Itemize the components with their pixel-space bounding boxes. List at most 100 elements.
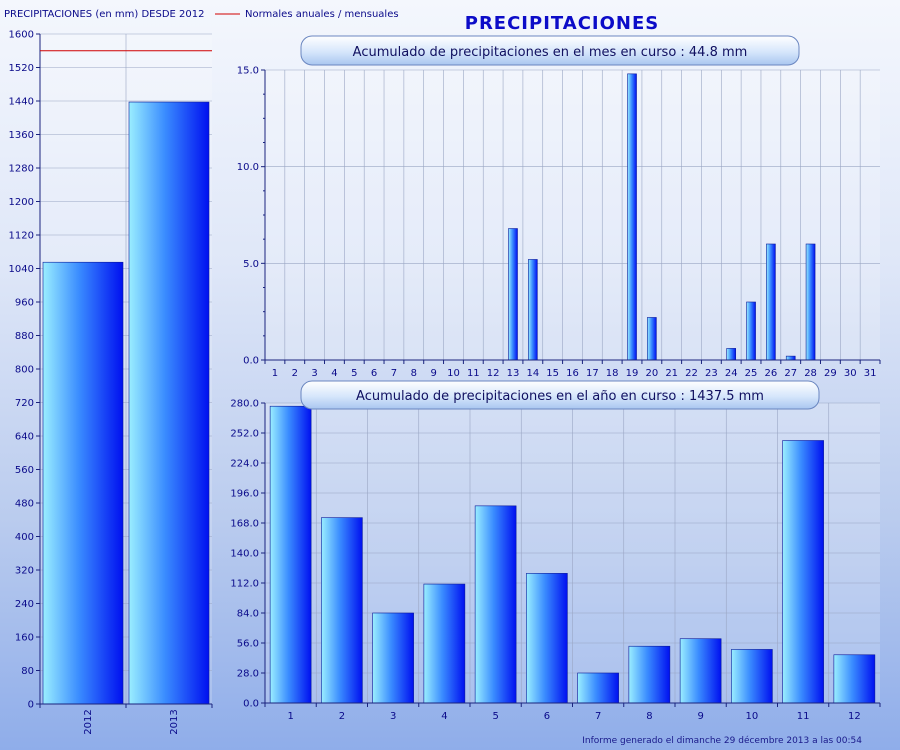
monthly-bar-10: [731, 649, 773, 704]
monthly-ytick-label: 168.0: [230, 519, 259, 530]
yearly-ytick-label: 1120: [9, 231, 34, 242]
monthly-xtick-label: 3: [390, 711, 396, 722]
daily-bar-28: [805, 243, 816, 361]
daily-xtick-label: 1: [272, 368, 278, 379]
monthly-xtick-label: 7: [595, 711, 601, 722]
daily-xtick-label: 6: [371, 368, 377, 379]
daily-ytick-label: 15.0: [237, 66, 259, 77]
daily-xtick-label: 16: [566, 368, 579, 379]
monthly-ytick-label: 112.0: [230, 579, 259, 590]
daily-xtick-label: 5: [351, 368, 357, 379]
daily-bar-20: [647, 317, 657, 361]
monthly-xtick-label: 2: [339, 711, 345, 722]
yearly-ytick-label: 1520: [9, 63, 34, 74]
yearly-ytick-label: 1440: [9, 97, 34, 108]
daily-xtick-label: 18: [606, 368, 619, 379]
monthly-xtick-label: 12: [848, 711, 861, 722]
yearly-bar-2013: [128, 101, 210, 705]
daily-chart-title: Acumulado de precipitaciones en el mes e…: [353, 45, 748, 60]
monthly-bar-4: [423, 583, 466, 704]
daily-xtick-label: 8: [411, 368, 417, 379]
yearly-chart: 0 80 160 240 320 400 480 560 640 720 800 880 960 1040…: [9, 30, 213, 735]
daily-bar-25: [746, 301, 756, 361]
daily-chart: 0.05.010.015.01 2 3 4 5 6 7 8 9 10 11 12 13 14 15 16 17 1…: [237, 66, 881, 379]
daily-xtick-label: 13: [507, 368, 520, 379]
daily-xtick-label: 3: [311, 368, 317, 379]
yearly-ytick-label: 480: [15, 499, 34, 510]
daily-xtick-label: 29: [824, 368, 837, 379]
daily-ytick-label: 5.0: [243, 259, 259, 270]
yearly-ytick-label: 800: [15, 365, 34, 376]
legend-series-label: PRECIPITACIONES (en mm) DESDE 2012: [4, 9, 204, 20]
daily-xtick-label: 19: [626, 368, 639, 379]
daily-xtick-label: 27: [784, 368, 797, 379]
daily-bar-24: [726, 348, 737, 361]
daily-xtick-label: 9: [430, 368, 436, 379]
yearly-ytick-label: 1040: [9, 264, 34, 275]
monthly-bar-7: [577, 672, 619, 704]
yearly-ytick-label: 960: [15, 298, 34, 309]
monthly-bar-2: [321, 517, 363, 704]
monthly-xtick-label: 10: [746, 711, 759, 722]
monthly-title-box: [300, 380, 820, 410]
yearly-ytick-label: 1600: [9, 30, 34, 41]
monthly-chart: 0.0 28.0 56.0 84.0 112.0 140.0 168.0 196.0 224.0…: [230, 399, 881, 722]
monthly-ytick-label: 224.0: [230, 459, 259, 470]
yearly-ytick-label: 1200: [9, 197, 34, 208]
monthly-xtick-label: 6: [544, 711, 550, 722]
monthly-bar-11: [782, 440, 824, 704]
monthly-bar-3: [372, 612, 414, 704]
monthly-xtick-label: 11: [797, 711, 810, 722]
daily-xtick-label: 25: [745, 368, 758, 379]
yearly-xtick-label: 2013: [169, 709, 180, 734]
monthly-xtick-label: 1: [287, 711, 293, 722]
monthly-ytick-label: 0.0: [243, 699, 259, 710]
yearly-ytick-label: 560: [15, 465, 34, 476]
monthly-bar-8: [628, 645, 671, 704]
yearly-ytick-label: 880: [15, 331, 34, 342]
daily-bar-13: [508, 228, 518, 361]
yearly-xtick-label: 2012: [83, 709, 94, 734]
daily-xtick-label: 14: [526, 368, 539, 379]
daily-xtick-label: 20: [645, 368, 658, 379]
yearly-bar-2012: [42, 261, 124, 705]
daily-xtick-label: 4: [331, 368, 337, 379]
daily-xtick-label: 28: [804, 368, 817, 379]
monthly-xtick-label: 5: [492, 711, 498, 722]
monthly-ytick-label: 252.0: [230, 429, 259, 440]
monthly-xtick-label: 9: [697, 711, 703, 722]
daily-bar-19: [627, 73, 637, 361]
daily-ytick-label: 10.0: [237, 162, 259, 173]
monthly-xtick-label: 4: [441, 711, 447, 722]
legend-normals-label: Normales anuales / mensuales: [245, 9, 399, 20]
daily-xtick-label: 11: [467, 368, 480, 379]
daily-xtick-label: 7: [391, 368, 397, 379]
daily-bar-27: [785, 355, 796, 361]
monthly-bar-12: [833, 654, 876, 704]
daily-ytick-label: 0.0: [243, 356, 259, 367]
daily-xtick-label: 15: [546, 368, 559, 379]
daily-xtick-label: 17: [586, 368, 599, 379]
monthly-bar-1: [269, 405, 312, 704]
daily-xtick-label: 10: [447, 368, 460, 379]
monthly-bar-5: [474, 505, 517, 704]
daily-xtick-label: 31: [864, 368, 877, 379]
monthly-xtick-label: 8: [646, 711, 652, 722]
daily-xtick-label: 30: [844, 368, 857, 379]
daily-xtick-label: 26: [765, 368, 778, 379]
report-footer: Informe generado el dimanche 29 décembre…: [582, 735, 862, 746]
monthly-bar-9: [679, 638, 722, 704]
daily-xtick-label: 23: [705, 368, 718, 379]
daily-xtick-label: 12: [487, 368, 500, 379]
daily-xtick-label: 21: [665, 368, 678, 379]
yearly-ytick-label: 320: [15, 566, 34, 577]
monthly-ytick-label: 280.0: [230, 399, 259, 410]
daily-bar-14: [528, 259, 538, 361]
daily-title-box: [300, 35, 800, 66]
monthly-chart-title: Acumulado de precipitaciones en el año e…: [356, 389, 764, 404]
yearly-ytick-label: 0: [28, 700, 34, 711]
yearly-ytick-label: 160: [15, 633, 34, 644]
daily-bar-26: [766, 243, 776, 361]
yearly-ytick-label: 640: [15, 432, 34, 443]
